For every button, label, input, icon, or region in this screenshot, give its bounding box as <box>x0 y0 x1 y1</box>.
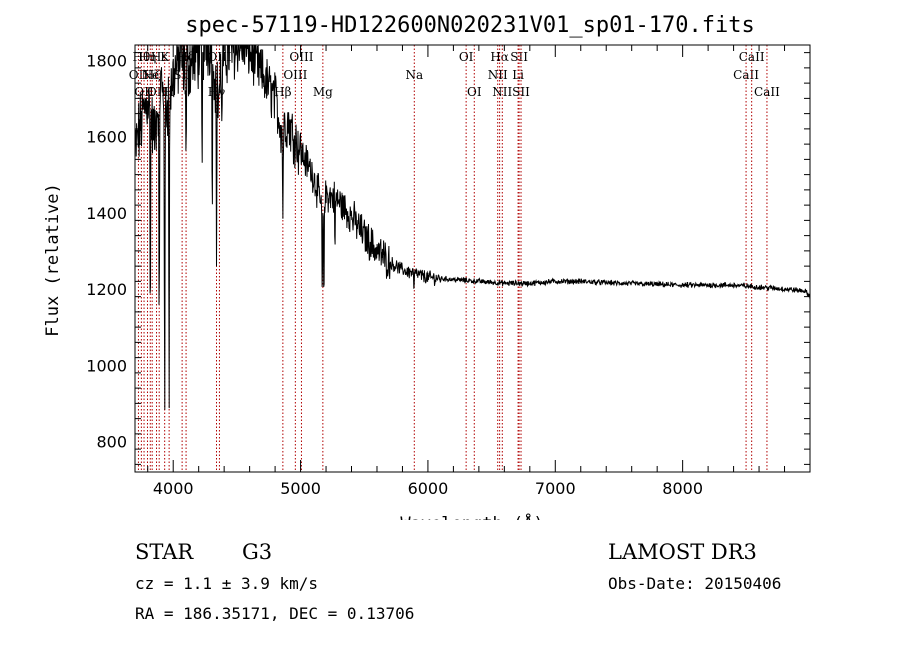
line-marker-label-1: Hθ <box>133 50 151 64</box>
plot-frame <box>134 44 811 473</box>
y-tick-label-1600: 1600 <box>86 128 127 147</box>
line-marker-label-9: H <box>164 85 174 99</box>
y-tick-label-1400: 1400 <box>86 204 127 223</box>
line-marker-label-25: SII <box>510 50 528 64</box>
spectrum-chart: OIIHθOIIHηNeHζOIIHεKHSIIHδHγOIIIHβOIIIOI… <box>43 13 811 520</box>
object-subclass: G3 <box>242 540 273 564</box>
line-marker-label-5: Hζ <box>144 68 161 82</box>
x-axis-label: Wavelength (Å) <box>400 512 543 520</box>
x-tick-label-5000: 5000 <box>280 479 321 498</box>
line-marker-label-20: OI <box>467 85 482 99</box>
line-marker-label-7: Hε <box>151 50 168 64</box>
y-tick-label-1800: 1800 <box>86 51 127 70</box>
line-marker-label-15: OIII <box>283 68 307 82</box>
y-axis-label: Flux (relative) <box>43 183 63 337</box>
axes: 4000 5000 6000 7000 8000 800 1000 1200 1400 1600 1… <box>86 44 811 498</box>
object-class: STAR <box>135 540 194 564</box>
x-tick-label-6000: 6000 <box>408 479 449 498</box>
y-tick-label-1000: 1000 <box>86 356 127 375</box>
y-tick-label-800: 800 <box>96 433 127 452</box>
line-markers: OIIHθOIIHηNeHζOIIHεKHSIIHδHγOIIIHβOIIIOI… <box>129 45 780 472</box>
line-marker-label-17: Mg <box>313 85 333 99</box>
coordinates-readout: RA = 186.35171, DEC = 0.13706 <box>135 604 415 623</box>
survey-name: LAMOST DR3 <box>608 540 757 564</box>
y-tick-label-1200: 1200 <box>86 280 127 299</box>
line-marker-label-28: CaII <box>739 50 765 64</box>
line-marker-label-21: NII <box>488 68 508 82</box>
line-marker-label-8: K <box>160 50 170 64</box>
line-marker-label-0: OII <box>129 68 149 82</box>
line-marker-label-19: OI <box>459 50 474 64</box>
line-marker-label-29: CaII <box>754 85 780 99</box>
line-marker-label-23: NII <box>492 85 512 99</box>
line-marker-label-16: OIII <box>289 50 313 64</box>
line-marker-label-22: Hα <box>490 50 509 64</box>
line-marker-label-18: Na <box>405 68 423 82</box>
line-marker-label-14: Hβ <box>274 85 291 99</box>
line-marker-label-4: Ne <box>141 68 159 82</box>
x-tick-label-8000: 8000 <box>662 479 703 498</box>
spectrum-line <box>135 45 810 410</box>
x-tick-label-4000: 4000 <box>153 479 194 498</box>
observation-date: Obs-Date: 20150406 <box>608 574 782 593</box>
line-marker-label-27: CaII <box>733 68 759 82</box>
line-marker-label-26: SII <box>512 85 530 99</box>
spectrum-series <box>135 45 810 410</box>
chart-title: spec-57119-HD122600N020231V01_sp01-170.f… <box>185 13 755 38</box>
redshift-readout: cz = 1.1 ± 3.9 km/s <box>135 574 319 593</box>
line-marker-label-6: OII <box>147 85 167 99</box>
line-marker-label-24: Li <box>512 68 524 82</box>
x-tick-label-7000: 7000 <box>535 479 576 498</box>
